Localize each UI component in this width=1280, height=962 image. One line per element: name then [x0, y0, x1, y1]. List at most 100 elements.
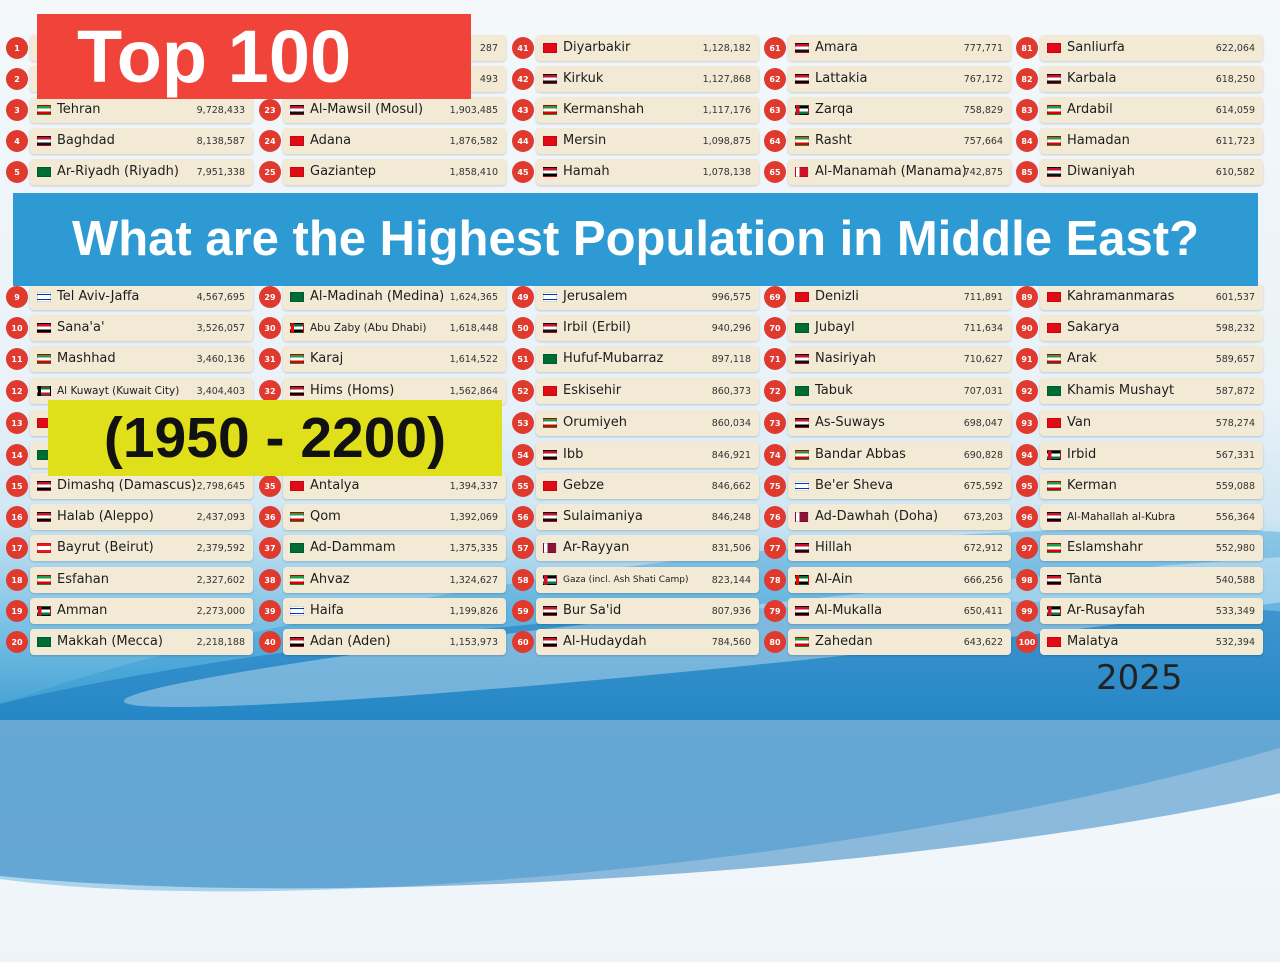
population-value: 556,364 [1215, 512, 1255, 523]
city-name: Al-Manamah (Manama) [815, 164, 967, 179]
rank-badge: 99 [1016, 600, 1038, 622]
rank-badge: 14 [6, 444, 28, 466]
flag-icon [37, 386, 51, 396]
row-background: Ad-Dammam 1,375,335 [283, 535, 506, 561]
question-banner: What are the Highest Population in Middl… [13, 193, 1258, 286]
population-value: 3,526,057 [196, 323, 245, 334]
rank-badge: 63 [764, 99, 786, 121]
row-background: Al-Mahallah al-Kubra 556,364 [1040, 504, 1263, 530]
population-value: 823,144 [711, 575, 751, 586]
city-name: Al-Mawsil (Mosul) [310, 102, 424, 117]
rank-badge: 16 [6, 506, 28, 528]
rank-badge: 84 [1016, 130, 1038, 152]
population-value: 598,232 [1215, 323, 1255, 334]
population-value: 7,951,338 [196, 167, 245, 178]
row-background: Al-Ain 666,256 [788, 567, 1011, 593]
flag-icon [37, 512, 51, 522]
flag-icon [1047, 323, 1061, 333]
population-value: 1,614,522 [449, 354, 498, 365]
population-value: 1,153,973 [449, 637, 498, 648]
flag-icon [1047, 74, 1061, 84]
flag-icon [543, 74, 557, 84]
city-name: Mersin [563, 133, 607, 148]
rank-badge: 10 [6, 317, 28, 339]
rank-badge: 78 [764, 569, 786, 591]
row-background: Tabuk 707,031 [788, 378, 1011, 404]
city-name: Rasht [815, 133, 852, 148]
population-value: 540,588 [1215, 575, 1255, 586]
row-background: Tel Aviv-Jaffa 4,567,695 [30, 284, 253, 310]
city-name: Bandar Abbas [815, 447, 906, 462]
city-row: Kahramanmaras 601,537 89 [1013, 284, 1265, 310]
row-background: Ibb 846,921 [536, 442, 759, 468]
row-background: Hims (Homs) 1,562,864 [283, 378, 506, 404]
city-row: Arak 589,657 91 [1013, 346, 1265, 372]
row-background: Amman 2,273,000 [30, 598, 253, 624]
rank-badge: 38 [259, 569, 281, 591]
row-background: Ar-Riyadh (Riyadh) 7,951,338 [30, 159, 253, 185]
flag-icon [543, 354, 557, 364]
rank-badge: 29 [259, 286, 281, 308]
rank-badge: 93 [1016, 412, 1038, 434]
city-name: Hillah [815, 540, 852, 555]
rank-badge: 19 [6, 600, 28, 622]
row-background: Esfahan 2,327,602 [30, 567, 253, 593]
flag-icon [1047, 354, 1061, 364]
city-row: Ar-Rayyan 831,506 57 [509, 535, 761, 561]
row-background: Ad-Dawhah (Doha) 673,203 [788, 504, 1011, 530]
row-background: Haifa 1,199,826 [283, 598, 506, 624]
city-row: Tehran 9,728,433 3 [3, 97, 255, 123]
population-value: 533,349 [1215, 606, 1255, 617]
row-background: Kermanshah 1,117,176 [536, 97, 759, 123]
flag-icon [543, 292, 557, 302]
city-row: Al-Ain 666,256 78 [761, 567, 1013, 593]
city-name: Nasiriyah [815, 351, 876, 366]
rank-badge: 64 [764, 130, 786, 152]
flag-icon [543, 386, 557, 396]
flag-icon [795, 606, 809, 616]
rank-badge: 92 [1016, 380, 1038, 402]
population-value: 614,059 [1215, 105, 1255, 116]
flag-icon [543, 512, 557, 522]
city-row: Hims (Homs) 1,562,864 32 [256, 378, 508, 404]
row-background: Sana'a' 3,526,057 [30, 315, 253, 341]
rank-badge: 3 [6, 99, 28, 121]
city-name: Malatya [1067, 634, 1119, 649]
flag-icon [290, 354, 304, 364]
row-background: Abu Zaby (Abu Dhabi) 1,618,448 [283, 315, 506, 341]
row-background: Zarqa 758,829 [788, 97, 1011, 123]
population-value: 589,657 [1215, 354, 1255, 365]
rank-badge: 32 [259, 380, 281, 402]
flag-icon [1047, 43, 1061, 53]
row-background: Diwaniyah 610,582 [1040, 159, 1263, 185]
rank-badge: 2 [6, 68, 28, 90]
row-background: Hufuf-Mubarraz 897,118 [536, 346, 759, 372]
population-value: 2,798,645 [196, 481, 245, 492]
flag-icon [1047, 136, 1061, 146]
city-row: Makkah (Mecca) 2,218,188 20 [3, 629, 255, 655]
city-row: Diyarbakir 1,128,182 41 [509, 35, 761, 61]
rank-badge: 43 [512, 99, 534, 121]
city-row: Be'er Sheva 675,592 75 [761, 473, 1013, 499]
flag-icon [1047, 167, 1061, 177]
city-row: Tanta 540,588 98 [1013, 567, 1265, 593]
population-value: 2,379,592 [196, 543, 245, 554]
flag-icon [543, 167, 557, 177]
rank-badge: 91 [1016, 348, 1038, 370]
city-row: Irbid 567,331 94 [1013, 442, 1265, 468]
population-value: 757,664 [963, 136, 1003, 147]
city-row: Ardabil 614,059 83 [1013, 97, 1265, 123]
city-name: Antalya [310, 478, 360, 493]
flag-icon [543, 450, 557, 460]
row-background: Adana 1,876,582 [283, 128, 506, 154]
population-value: 610,582 [1215, 167, 1255, 178]
row-background: Al-Mukalla 650,411 [788, 598, 1011, 624]
row-background: Sanliurfa 622,064 [1040, 35, 1263, 61]
rank-badge: 44 [512, 130, 534, 152]
population-value: 9,728,433 [196, 105, 245, 116]
city-row: Denizli 711,891 69 [761, 284, 1013, 310]
city-name: Eslamshahr [1067, 540, 1143, 555]
flag-icon [795, 167, 809, 177]
population-value: 996,575 [711, 292, 751, 303]
row-background: Dimashq (Damascus) 2,798,645 [30, 473, 253, 499]
